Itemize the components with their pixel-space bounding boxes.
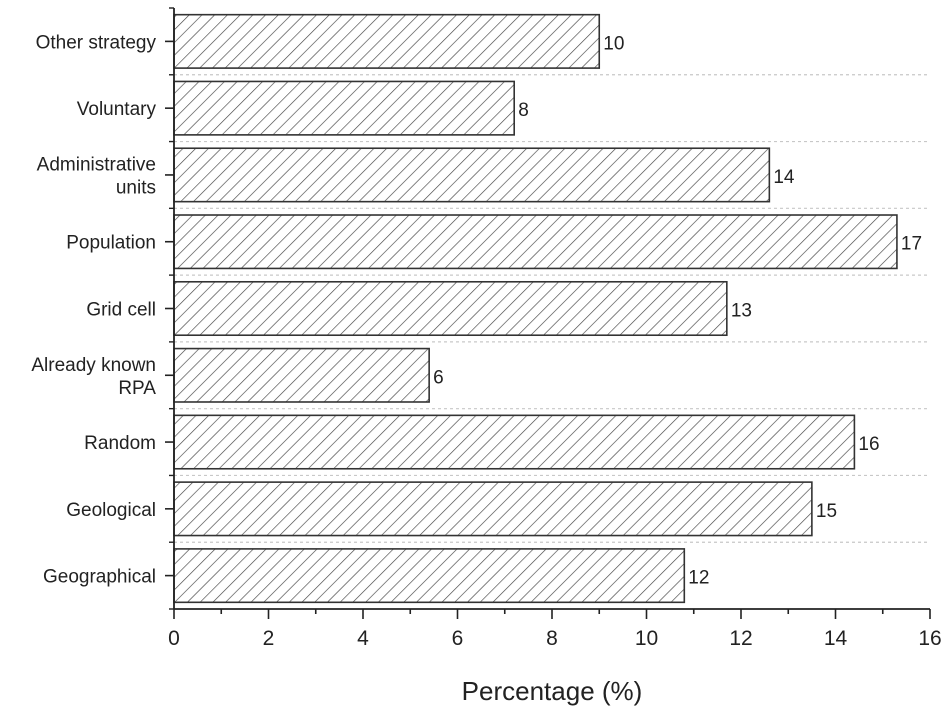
- bar: [173, 147, 771, 203]
- bar: [173, 280, 728, 337]
- bar: [173, 548, 686, 604]
- category-label: Other strategy: [36, 32, 157, 53]
- category-label: Already known: [31, 355, 156, 376]
- category-label: Administrative: [37, 154, 156, 175]
- x-tick-label: 6: [452, 627, 464, 650]
- bar: [173, 214, 898, 270]
- bars: 10 8 14 17 13 6 16 15 12: [173, 13, 922, 604]
- x-tick-label: 4: [357, 627, 369, 650]
- data-label: 12: [688, 568, 709, 589]
- bar: [173, 414, 856, 470]
- data-label: 17: [901, 234, 922, 255]
- category-label: RPA: [118, 378, 156, 399]
- data-label: 8: [518, 100, 529, 121]
- x-tick-label: 12: [729, 627, 752, 650]
- bar: [173, 80, 516, 136]
- bar: [173, 347, 430, 403]
- category-label: Random: [84, 433, 156, 454]
- data-label: 15: [816, 501, 837, 522]
- category-label: Geological: [66, 500, 156, 521]
- category-label: Geographical: [43, 567, 156, 588]
- data-label: 16: [858, 434, 879, 455]
- x-tick-label: 8: [546, 627, 558, 650]
- x-tick-label: 10: [635, 627, 658, 650]
- x-tick-label: 16: [918, 627, 941, 650]
- category-label: Voluntary: [77, 99, 157, 120]
- x-tick-label: 0: [168, 627, 180, 650]
- x-axis-label: Percentage (%): [462, 676, 643, 706]
- gridlines: [174, 74, 930, 543]
- category-label: Grid cell: [86, 300, 156, 321]
- category-label: Population: [66, 233, 156, 254]
- data-label: 13: [731, 301, 752, 322]
- x-tick-label: 14: [824, 627, 848, 650]
- category-label: units: [116, 177, 156, 198]
- bar: [173, 481, 813, 537]
- data-label: 10: [603, 33, 624, 54]
- data-label: 14: [773, 167, 795, 188]
- bar: [173, 13, 601, 69]
- x-tick-label: 2: [263, 627, 275, 650]
- axes: Other strategy Voluntary Administrativeuni…: [31, 7, 942, 650]
- data-label: 6: [433, 367, 444, 388]
